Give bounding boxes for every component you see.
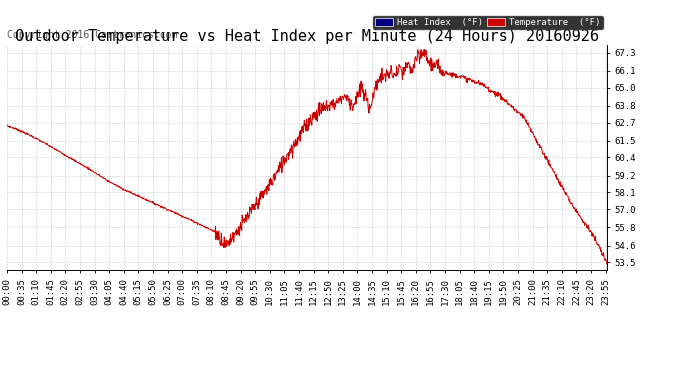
Legend: Heat Index  (°F), Temperature  (°F): Heat Index (°F), Temperature (°F): [373, 16, 602, 29]
Title: Outdoor Temperature vs Heat Index per Minute (24 Hours) 20160926: Outdoor Temperature vs Heat Index per Mi…: [15, 29, 599, 44]
Text: Copyright 2016 Cartronics.com: Copyright 2016 Cartronics.com: [7, 30, 177, 40]
